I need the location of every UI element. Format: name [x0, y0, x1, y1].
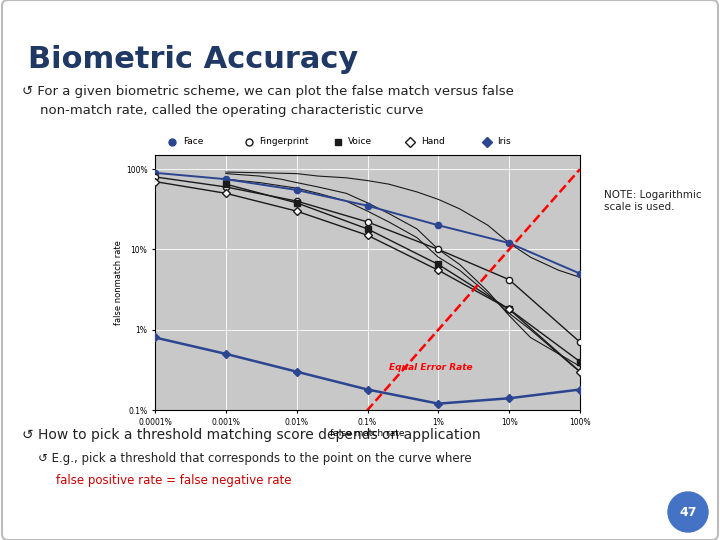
Text: false positive rate = false negative rate: false positive rate = false negative rat…	[56, 474, 292, 487]
Text: Hand: Hand	[420, 138, 444, 146]
Text: Equal Error Rate: Equal Error Rate	[389, 363, 472, 372]
Text: ↺ For a given biometric scheme, we can plot the false match versus false: ↺ For a given biometric scheme, we can p…	[22, 85, 514, 98]
Text: NOTE: Logarithmic
scale is used.: NOTE: Logarithmic scale is used.	[604, 190, 701, 212]
Y-axis label: false nonmatch rate: false nonmatch rate	[114, 240, 123, 325]
Text: ↺ E.g., pick a threshold that corresponds to the point on the curve where: ↺ E.g., pick a threshold that correspond…	[38, 452, 472, 465]
Text: 47: 47	[679, 505, 697, 518]
Text: non-match rate, called the operating characteristic curve: non-match rate, called the operating cha…	[40, 104, 423, 117]
X-axis label: false match rate: false match rate	[330, 429, 405, 438]
Text: Biometric Accuracy: Biometric Accuracy	[28, 45, 359, 74]
Text: Fingerprint: Fingerprint	[259, 138, 309, 146]
Circle shape	[668, 492, 708, 532]
Text: Face: Face	[183, 138, 203, 146]
Text: Iris: Iris	[497, 138, 510, 146]
Text: Voice: Voice	[348, 138, 372, 146]
Text: ↺ How to pick a threshold matching score depends on application: ↺ How to pick a threshold matching score…	[22, 428, 481, 442]
